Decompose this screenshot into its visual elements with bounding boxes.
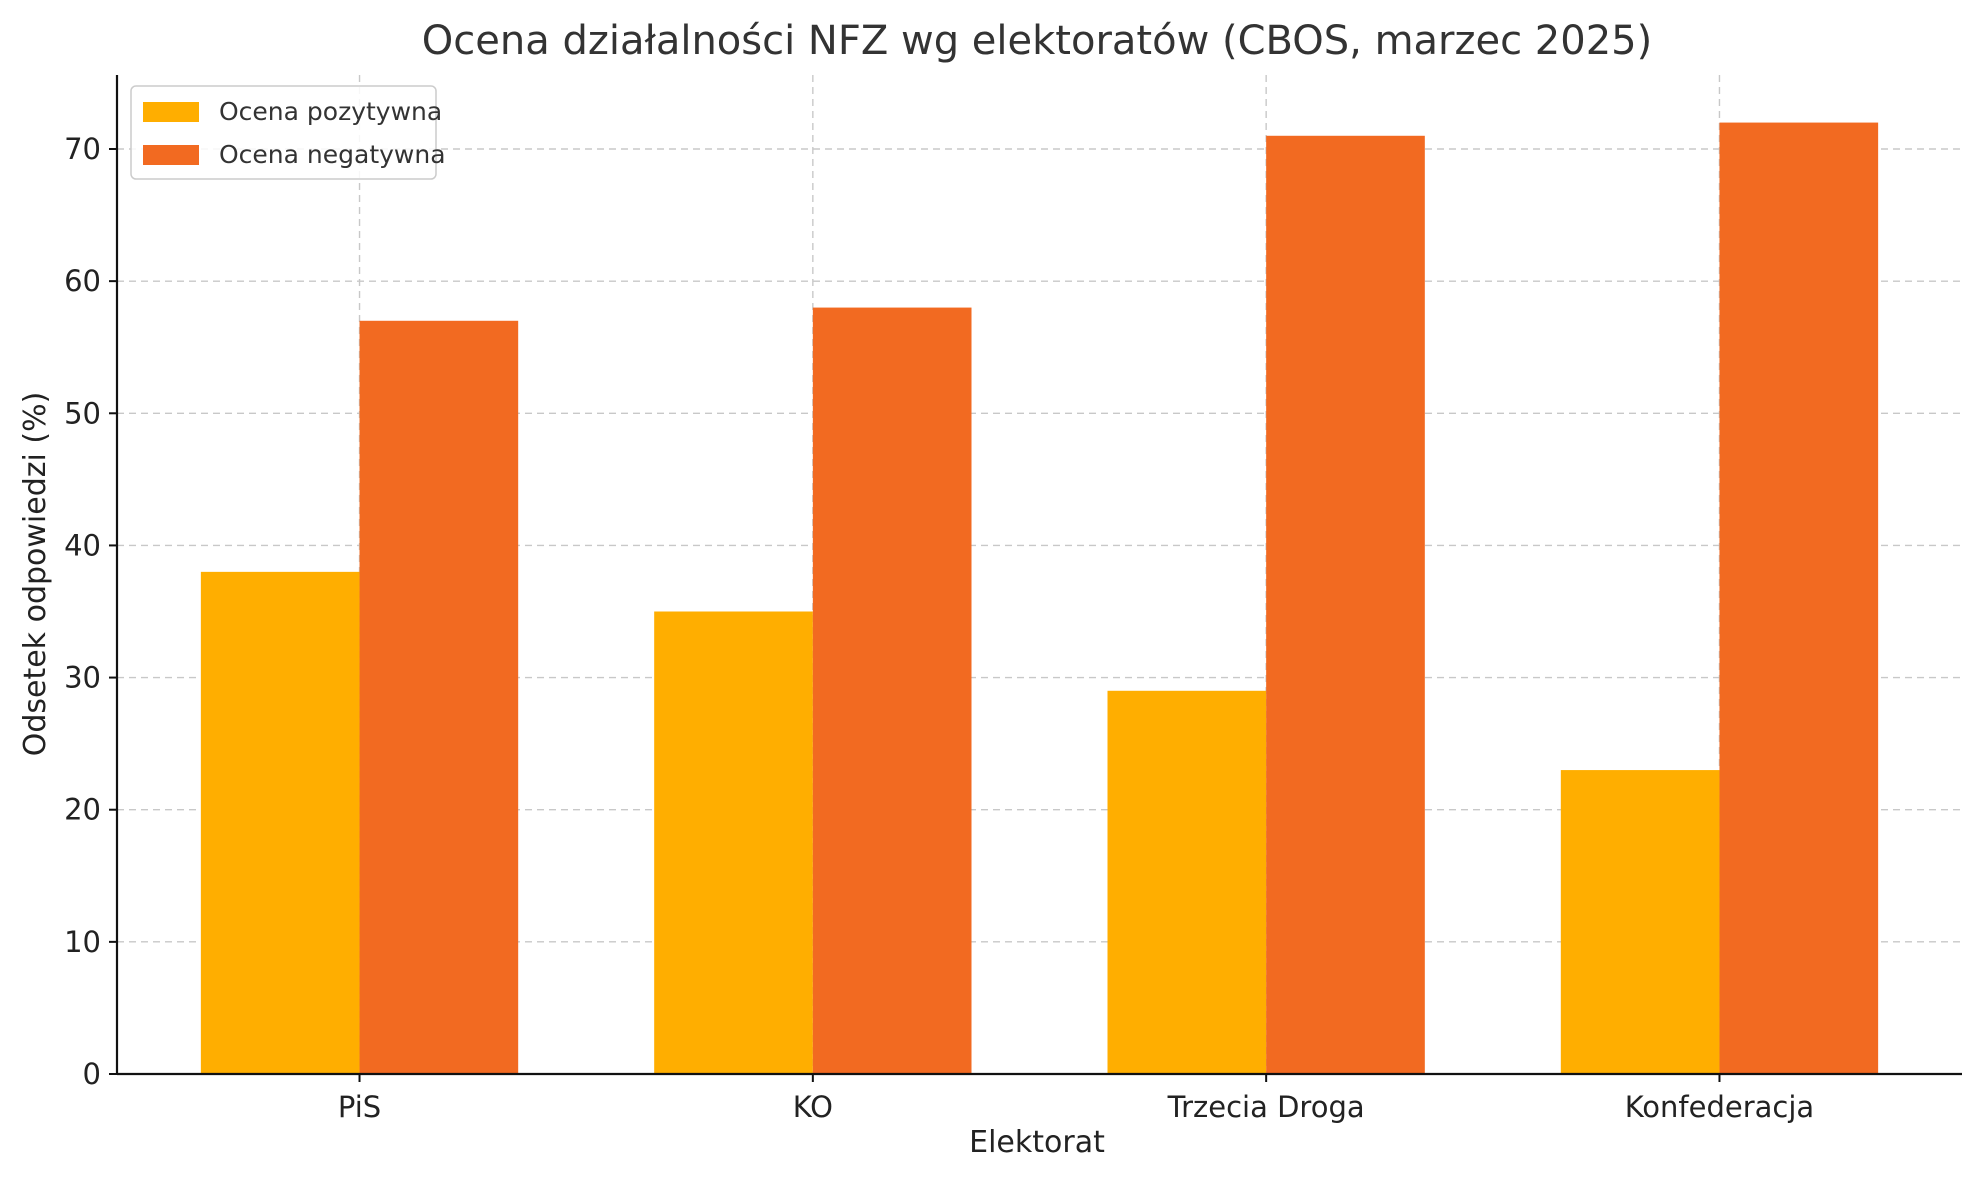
y-tick-label-50: 50 <box>64 396 101 430</box>
bar-negative-3 <box>1719 122 1879 1075</box>
bars <box>200 122 1879 1075</box>
x-axis-label: Elektorat <box>969 1125 1105 1160</box>
x-tick-label-2: Trzecia Droga <box>1167 1090 1365 1124</box>
ticks: 0 10 20 30 40 50 60 70 PiS KO Trzecia Droga Konfede… <box>64 132 1814 1124</box>
axes <box>115 75 1962 1076</box>
y-tick-label-10: 10 <box>64 925 101 959</box>
bar-positive-0 <box>200 571 360 1074</box>
legend-label-1: Ocena negatywna <box>219 140 446 169</box>
y-tick-label-60: 60 <box>64 264 101 298</box>
y-tick-label-70: 70 <box>64 132 101 166</box>
bar-negative-2 <box>1266 135 1425 1075</box>
bar-positive-3 <box>1560 770 1720 1074</box>
x-tick-label-0: PiS <box>338 1090 381 1124</box>
y-tick-label-30: 30 <box>64 661 101 695</box>
legend-box <box>130 85 437 180</box>
chart-title: Ocena działalności NFZ wg elektoratów (C… <box>422 18 1652 64</box>
y-tick-label-0: 0 <box>83 1057 101 1091</box>
bar-positive-1 <box>654 611 813 1074</box>
legend-swatch-0 <box>143 102 199 122</box>
y-tick-label-40: 40 <box>64 528 101 562</box>
legend-label-0: Ocena pozytywna <box>219 97 442 126</box>
bar-positive-2 <box>1107 690 1267 1074</box>
x-tick-label-1: KO <box>793 1090 833 1124</box>
legend: Ocena pozytywna Ocena negatywna <box>130 85 446 180</box>
bar-negative-0 <box>359 320 519 1074</box>
y-axis-label: Odsetek odpowiedzi (%) <box>18 392 53 757</box>
x-tick-label-3: Konfederacja <box>1625 1090 1814 1124</box>
y-tick-label-20: 20 <box>64 793 101 827</box>
legend-swatch-1 <box>143 145 199 165</box>
bar-negative-1 <box>812 307 972 1075</box>
